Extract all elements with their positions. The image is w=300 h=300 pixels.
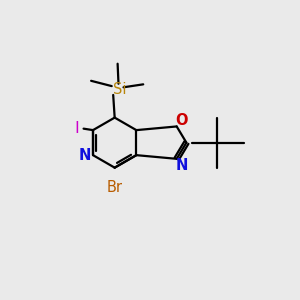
Text: O: O <box>175 113 187 128</box>
Text: N: N <box>176 158 188 173</box>
Text: I: I <box>74 121 79 136</box>
Text: Si: Si <box>113 82 126 97</box>
Text: Br: Br <box>107 180 123 195</box>
Text: N: N <box>79 148 91 163</box>
